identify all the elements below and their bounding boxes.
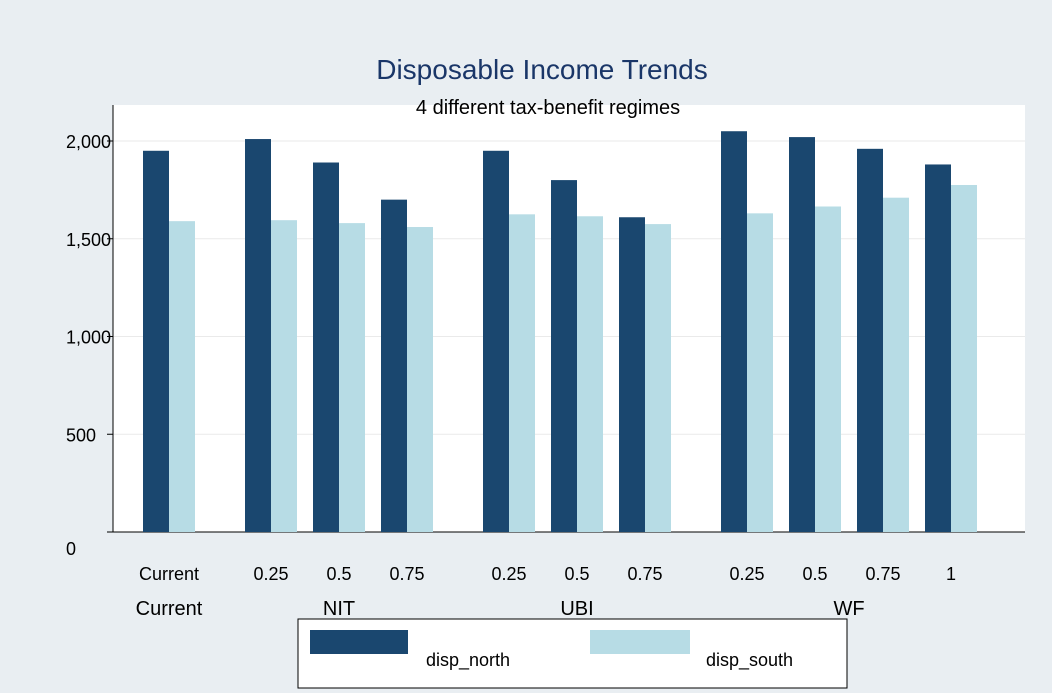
x-category-label: 0.75 [389, 564, 424, 584]
x-category-label: 0.5 [802, 564, 827, 584]
x-category-label: 1 [946, 564, 956, 584]
legend-label-disp-north: disp_north [426, 650, 510, 671]
y-tick-label: 0 [66, 539, 76, 559]
bar-disp-south [271, 220, 297, 533]
x-group-label: UBI [560, 598, 593, 620]
bar-disp-north [143, 150, 169, 532]
x-category-label: 0.25 [253, 564, 288, 584]
bar-disp-north [381, 199, 407, 532]
x-group-label: NIT [323, 598, 355, 620]
bar-disp-south [577, 216, 603, 532]
bar-disp-south [339, 223, 365, 533]
legend-label-disp-south: disp_south [706, 650, 793, 671]
x-category-label: 0.25 [491, 564, 526, 584]
x-group-label: Current [136, 598, 203, 620]
bar-disp-north [925, 164, 951, 532]
x-group-label: WF [833, 598, 864, 620]
x-category-label: 0.75 [627, 564, 662, 584]
y-axis-ticks: 0 500 1,000 1,500 2,000 [66, 132, 113, 559]
chart-subtitle: 4 different tax-benefit regimes [416, 97, 680, 119]
bar-disp-north [619, 217, 645, 532]
bar-disp-north [551, 180, 577, 532]
bars [143, 131, 977, 533]
y-tick-label: 1,000 [66, 328, 111, 348]
x-category-label: 0.5 [564, 564, 589, 584]
bar-disp-north [721, 131, 747, 532]
x-category-label: 0.5 [326, 564, 351, 584]
bar-disp-south [883, 197, 909, 532]
bar-disp-south [645, 224, 671, 532]
bar-disp-south [407, 227, 433, 532]
x-category-label: Current [139, 564, 199, 584]
legend: disp_north disp_south [297, 618, 848, 689]
bar-disp-north [483, 150, 509, 532]
bar-disp-south [815, 206, 841, 532]
x-category-label: 0.75 [865, 564, 900, 584]
bar-disp-north [857, 148, 883, 532]
bar-disp-south [169, 221, 195, 532]
chart-title: Disposable Income Trends [376, 54, 708, 85]
y-tick-label: 2,000 [66, 132, 111, 152]
y-tick-label: 1,500 [66, 230, 111, 250]
x-category-label: 0.25 [729, 564, 764, 584]
x-axis-labels: Current Current 0.25 0.5 0.75 NIT 0.25 0.5 0.75 U… [136, 564, 956, 620]
bar-disp-south [951, 184, 977, 533]
legend-swatch-disp-north [310, 630, 408, 654]
bar-disp-north [313, 162, 339, 532]
bar-disp-north [789, 137, 815, 532]
bar-disp-south [509, 214, 535, 532]
legend-swatch-disp-south [590, 630, 690, 654]
bar-disp-north [245, 139, 271, 533]
y-tick-label: 500 [66, 425, 96, 445]
bar-disp-south [747, 213, 773, 532]
